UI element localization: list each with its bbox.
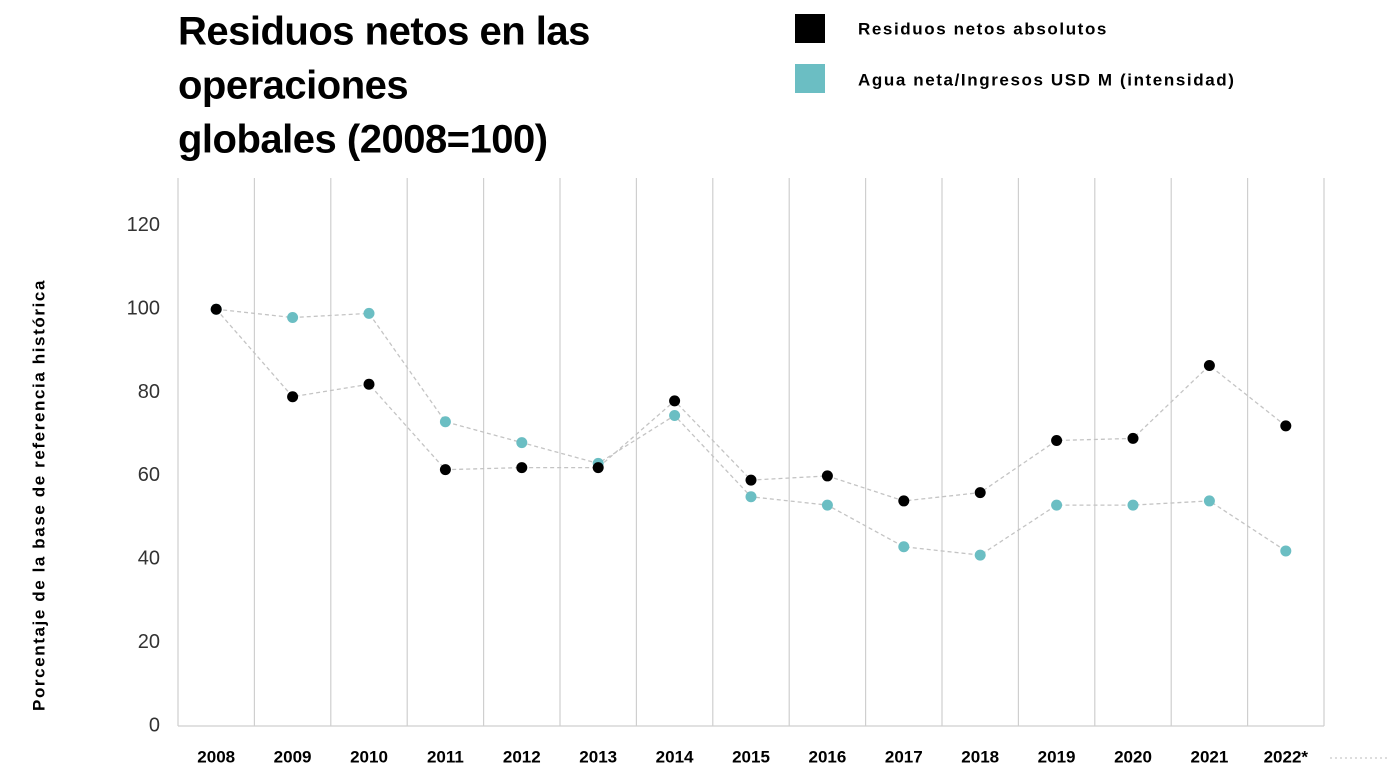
data-point: [1127, 432, 1139, 444]
data-point: [1203, 359, 1215, 371]
data-point: [210, 303, 222, 315]
y-axis-label: Porcentaje de la base de referencia hist…: [29, 279, 48, 711]
y-tick-label: 60: [138, 464, 160, 486]
data-point: [821, 470, 833, 482]
data-point: [592, 462, 604, 474]
legend-swatch: [795, 64, 825, 93]
x-tick-label: 2019: [1038, 747, 1076, 766]
data-point: [1280, 420, 1292, 432]
x-tick-label: 2015: [732, 747, 770, 766]
series-line: [215, 308, 1287, 502]
y-tick-label: 40: [138, 548, 160, 570]
y-tick-label: 0: [149, 714, 160, 736]
x-tick-label: 2010: [350, 747, 388, 766]
data-point: [287, 391, 299, 403]
legend-label: Agua neta/Ingresos USD M (intensidad): [858, 70, 1236, 89]
data-point: [363, 378, 375, 390]
data-point: [898, 541, 910, 553]
x-tick-label: 2011: [427, 747, 464, 766]
data-point: [821, 499, 833, 511]
data-point: [363, 307, 375, 319]
y-tick-label: 80: [138, 381, 160, 403]
x-tick-label: 2013: [579, 747, 617, 766]
x-tick-label: 2018: [961, 747, 999, 766]
data-point: [439, 464, 451, 476]
data-point: [745, 491, 757, 503]
legend-label: Residuos netos absolutos: [858, 19, 1108, 38]
series-line: [216, 308, 1287, 556]
chart-title: globales (2008=100): [178, 118, 548, 162]
data-point: [1280, 545, 1292, 557]
data-point: [1127, 499, 1139, 511]
data-point: [669, 409, 681, 421]
x-tick-label: 2008: [197, 747, 235, 766]
data-point: [516, 462, 528, 474]
x-tick-label: 2021: [1190, 747, 1228, 766]
data-point: [516, 437, 528, 449]
x-tick-label: 2012: [503, 747, 541, 766]
x-tick-label: 2016: [808, 747, 846, 766]
x-tick-label: 2022*: [1264, 747, 1309, 766]
data-point: [1051, 434, 1063, 446]
data-point: [1203, 495, 1215, 507]
data-point: [1051, 499, 1063, 511]
y-tick-label: 20: [138, 631, 160, 653]
x-tick-label: 2020: [1114, 747, 1152, 766]
x-tick-label: 2014: [656, 747, 694, 766]
legend-swatch: [795, 14, 825, 43]
data-point: [745, 474, 757, 486]
data-point: [898, 495, 910, 507]
data-point: [287, 312, 299, 324]
chart-title: operaciones: [178, 64, 408, 108]
y-tick-label: 100: [127, 297, 160, 319]
chart-title: Residuos netos en las: [178, 10, 590, 54]
data-point: [974, 487, 986, 499]
y-tick-label: 120: [127, 214, 160, 236]
data-point: [439, 416, 451, 428]
x-tick-label: 2009: [274, 747, 312, 766]
data-point: [974, 549, 986, 561]
x-tick-label: 2017: [885, 747, 923, 766]
data-point: [669, 395, 681, 407]
